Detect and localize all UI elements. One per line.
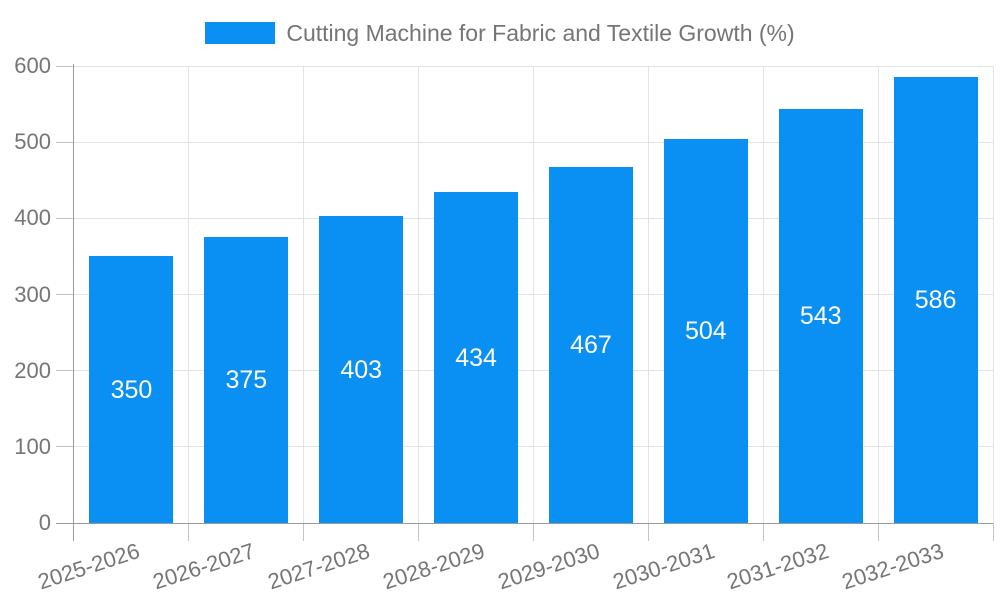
bar-value-label: 434 (455, 343, 497, 372)
v-gridline (418, 66, 420, 523)
x-tick-label: 2025-2026 (35, 538, 143, 595)
bar-2030-2031 (663, 139, 748, 523)
x-tick (303, 523, 305, 541)
x-tick (762, 523, 764, 541)
v-gridline (303, 66, 305, 523)
x-tick-label: 2027-2028 (264, 538, 373, 595)
x-tick-label: 2029-2030 (494, 538, 603, 595)
y-tick-label: 600 (14, 53, 51, 78)
y-tick-label: 300 (14, 281, 51, 307)
y-tick (56, 141, 74, 143)
bar-value-label: 375 (225, 366, 268, 395)
legend-swatch-icon (205, 22, 276, 44)
y-tick-label: 0 (38, 510, 51, 535)
y-tick-label: 200 (14, 357, 51, 383)
x-tick (877, 523, 879, 541)
bar-value-label: 403 (340, 355, 383, 384)
y-tick (56, 294, 74, 295)
bar-value-label: 504 (684, 317, 727, 346)
x-axis-line (56, 523, 993, 524)
v-gridline (992, 66, 994, 523)
bar-2026-2027 (204, 237, 289, 523)
x-tick-label: 2031-2032 (724, 538, 833, 595)
v-gridline (762, 66, 764, 523)
x-tick (533, 523, 534, 541)
y-tick-label: 500 (14, 129, 51, 155)
x-tick-label: 2032-2033 (839, 538, 947, 595)
x-tick-label: 2026-2027 (149, 538, 258, 595)
x-tick (188, 523, 190, 541)
y-tick (56, 217, 74, 219)
y-tick (56, 65, 74, 67)
x-tick (992, 523, 994, 541)
bar-2027-2028 (319, 216, 404, 523)
v-gridline (877, 66, 879, 523)
x-tick-label: 2028-2029 (379, 538, 488, 595)
bar-value-label: 586 (914, 285, 957, 314)
bar-2029-2030 (548, 167, 633, 523)
x-tick (647, 523, 649, 541)
bar-2028-2029 (434, 192, 519, 523)
bar-value-label: 350 (110, 375, 153, 404)
y-tick (56, 370, 74, 372)
bar-2031-2032 (778, 109, 863, 523)
y-tick (56, 446, 74, 448)
v-gridline (647, 66, 649, 523)
bar-2025-2026 (89, 256, 174, 523)
v-gridline (188, 66, 190, 523)
v-gridline (533, 66, 534, 523)
y-tick-label: 400 (14, 205, 51, 231)
chart-legend-item[interactable]: Cutting Machine for Fabric and Textile G… (0, 21, 1000, 45)
x-tick-label: 2030-2031 (609, 538, 718, 595)
y-axis-line (73, 64, 74, 541)
legend-label: Cutting Machine for Fabric and Textile G… (286, 20, 795, 46)
y-tick-label: 100 (14, 433, 51, 459)
x-tick (418, 523, 420, 541)
bar-value-label: 467 (570, 331, 612, 360)
bar-2032-2033 (893, 76, 978, 523)
bar-value-label: 543 (799, 302, 842, 331)
